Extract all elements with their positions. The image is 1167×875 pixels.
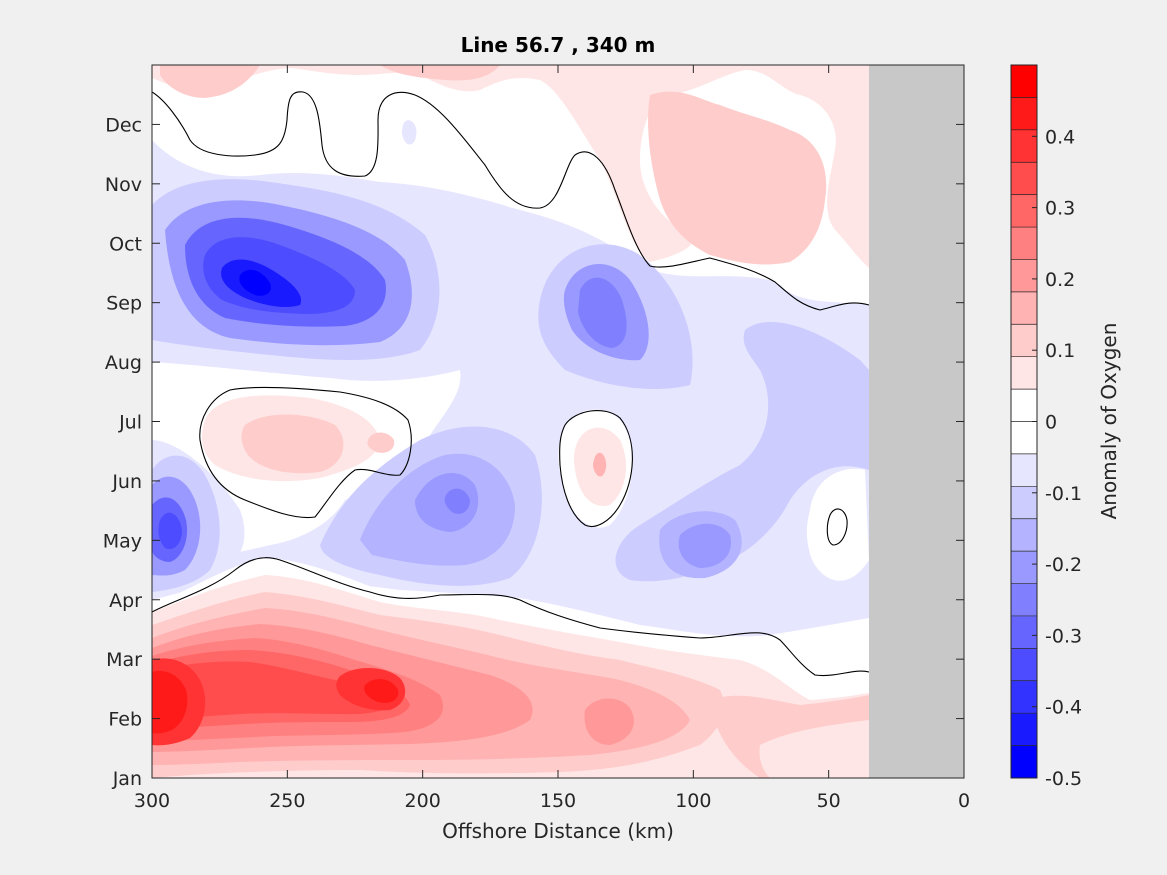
colorbar-tick-label: -0.2 [1045, 554, 1082, 576]
colorbar-swatch [1011, 453, 1037, 487]
contour-patch-may-100km-inner [678, 523, 731, 568]
colorbar-swatch [1011, 486, 1037, 520]
zero-contour-lines [152, 91, 870, 677]
colorbar-swatch [1011, 291, 1037, 325]
colorbar-swatch [1011, 648, 1037, 682]
colorbar-tick-label: 0.2 [1045, 269, 1075, 291]
contour-patch-jun-185km-peak [444, 488, 470, 514]
y-tick-label: Oct [109, 233, 142, 255]
colorbar-swatch [1011, 518, 1037, 552]
contour-zero-region-may-45km [806, 468, 869, 581]
x-tick-label: 200 [405, 790, 441, 812]
x-tick-label: 50 [817, 790, 841, 812]
y-tick-label: Mar [106, 649, 142, 671]
colorbar-swatch [1011, 324, 1037, 358]
y-tick-label: Feb [108, 709, 142, 731]
zero-contour-line-apr [152, 557, 870, 677]
x-axis: 300 250 200 150 100 50 0 [134, 65, 970, 812]
colorbar-tick-label: 0.1 [1045, 340, 1075, 362]
colorbar-swatch [1011, 551, 1037, 585]
colorbar-tick-label: 0.3 [1045, 198, 1075, 220]
colorbar-swatch [1011, 129, 1037, 163]
y-tick-label: Jan [112, 768, 142, 790]
colorbar-tick-label: -0.1 [1045, 483, 1082, 505]
colorbar-swatch [1011, 259, 1037, 293]
colorbar-swatch [1011, 615, 1037, 649]
y-tick-label: Dec [105, 114, 142, 136]
x-tick-label: 250 [269, 790, 305, 812]
colorbar-tick-label: -0.4 [1045, 697, 1082, 719]
contour-band-pos-0.1-winter-right [759, 720, 869, 778]
contour-band-pos-0.5-winter-mid [364, 678, 399, 703]
contour-band-pos-top-mid [380, 65, 500, 81]
y-tick-label: Jun [111, 471, 142, 493]
y-tick-label: Jul [118, 412, 142, 434]
colorbar-swatch [1011, 713, 1037, 747]
contour-band-neg-0.5 [239, 269, 271, 296]
zero-contour-line-jul [199, 386, 412, 519]
colorbar: 0.4 0.3 0.2 0.1 0 -0.1 -0.2 -0.3 -0.4 -0.5 [1010, 64, 1082, 790]
colorbar-tick-label: 0.4 [1045, 126, 1075, 148]
colorbar-tick-label: -0.5 [1045, 768, 1082, 790]
no-data-region [869, 65, 964, 778]
y-tick-label: Nov [105, 174, 142, 196]
y-tick-label: Apr [109, 590, 142, 612]
colorbar-label: Anomaly of Oxygen [1097, 323, 1121, 520]
x-axis-title: Offshore Distance (km) [442, 819, 674, 843]
zero-contour-line-dec [152, 91, 870, 311]
x-tick-label: 300 [134, 790, 170, 812]
y-tick-label: Aug [105, 352, 142, 374]
zero-contour-line-jun [559, 410, 633, 527]
x-tick-label: 0 [958, 790, 970, 812]
colorbar-swatch [1011, 97, 1037, 131]
colorbar-swatch [1011, 65, 1037, 98]
contour-patch-dec-205km [402, 120, 417, 145]
x-tick-label: 100 [675, 790, 711, 812]
colorbar-swatch [1011, 194, 1037, 228]
contour-band-pos-0.4-winter [152, 661, 390, 720]
colorbar-swatch [1011, 162, 1037, 196]
colorbar-swatch [1011, 583, 1037, 617]
contour-patch-jul-250km-small [367, 432, 395, 453]
contour-patch-jul-135km-peak [593, 452, 607, 477]
contour-patch-may-left-peak [158, 512, 182, 550]
contour-patch-sep-140km-core [578, 277, 627, 348]
colorbar-swatch [1011, 356, 1037, 390]
contour-patch-jul-250km-inner [241, 414, 344, 474]
contour-band-pos-0.5-winter-left [152, 670, 188, 734]
contour-band-pos-top-left [160, 65, 260, 98]
colorbar-swatch [1011, 389, 1037, 422]
colorbar-swatch [1011, 680, 1037, 714]
y-tick-label: May [103, 530, 142, 552]
colorbar-tick-label: 0 [1045, 412, 1057, 434]
y-axis: Jan Feb Mar Apr May Jun Jul Aug Sep Oct Nov Dec [103, 114, 964, 790]
contour-band-pos-0.25-winter-135km [584, 698, 634, 745]
colorbar-swatch [1011, 745, 1037, 779]
x-tick-label: 150 [540, 790, 576, 812]
contour-fill-layers [152, 65, 869, 778]
chart-title: Line 56.7 , 340 m [461, 33, 656, 57]
colorbar-tick-label: -0.3 [1045, 625, 1082, 647]
y-tick-label: Sep [106, 293, 142, 315]
contour-band-pos-0.15-top [648, 91, 827, 265]
colorbar-swatch [1011, 227, 1037, 260]
colorbar-swatch [1011, 421, 1037, 455]
zero-contour-line-may [826, 508, 848, 546]
